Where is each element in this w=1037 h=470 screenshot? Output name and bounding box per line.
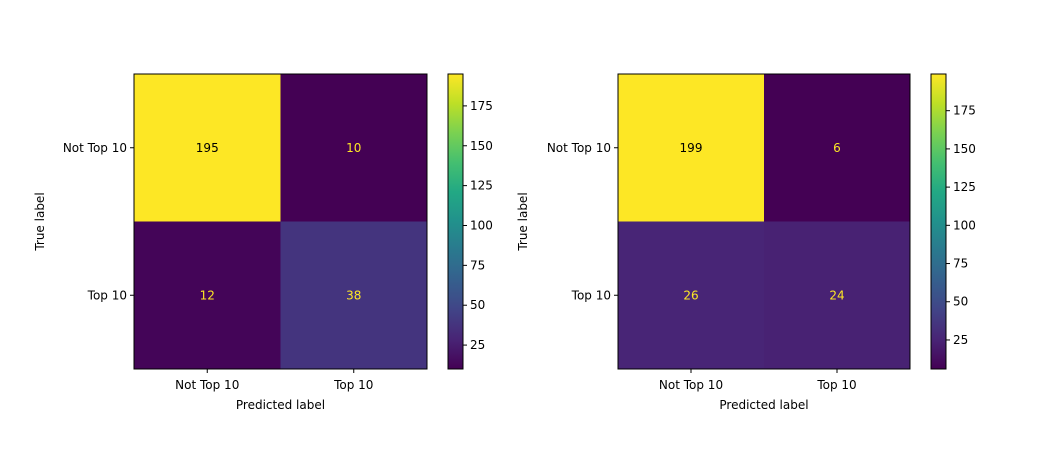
confusion-matrix-1: 195 10 12 38 Not Top 10 Top 10 Not Top 10 Top 1… xyxy=(33,73,493,412)
heatmap-cell-r1-c0 xyxy=(134,221,281,369)
cell-value-r1-c0: 26 xyxy=(683,288,698,302)
colorbar-tick-label: 75 xyxy=(470,258,485,272)
colorbar-tick-label: 175 xyxy=(470,99,493,113)
colorbar-tick-label: 75 xyxy=(953,257,968,271)
heatmap-cell-r1-c1 xyxy=(764,221,910,369)
cell-value-r1-c0: 12 xyxy=(200,288,215,302)
colorbar xyxy=(448,74,463,369)
colorbar-frame xyxy=(447,73,464,370)
heatmap-cell-r1-c0 xyxy=(618,221,764,369)
heatmap-cell-r0-c1 xyxy=(764,74,910,222)
y-tick-label: Top 10 xyxy=(87,288,127,302)
plot-frame xyxy=(617,73,911,370)
heatmap-cell-r0-c1 xyxy=(280,74,427,222)
colorbar-tick-label: 25 xyxy=(470,338,485,352)
colorbar-tick-label: 150 xyxy=(953,142,976,156)
y-tick-label: Not Top 10 xyxy=(547,141,611,155)
confusion-matrix-2: 199 6 26 24 Not Top 10 Top 10 Not Top 10 Top 10… xyxy=(516,73,976,412)
cell-value-r0-c0: 199 xyxy=(680,141,703,155)
colorbar-tick-label: 150 xyxy=(470,139,493,153)
heatmap-cell-r0-c0 xyxy=(618,74,764,222)
colorbar-tick-label: 25 xyxy=(953,333,968,347)
x-axis-label: Predicted label xyxy=(236,398,325,412)
colorbar-tick-label: 50 xyxy=(470,298,485,312)
colorbar-frame xyxy=(930,73,947,370)
y-tick-label: Not Top 10 xyxy=(63,141,127,155)
plot-frame xyxy=(133,73,428,370)
x-tick-label: Not Top 10 xyxy=(659,378,723,392)
cell-value-r0-c1: 6 xyxy=(833,141,841,155)
cell-value-r0-c0: 195 xyxy=(196,141,219,155)
colorbar-tick-label: 100 xyxy=(470,218,493,232)
y-axis-label: True label xyxy=(516,192,530,251)
heatmap-cell-r0-c0 xyxy=(134,74,281,222)
colorbar-tick-label: 125 xyxy=(470,179,493,193)
colorbar-tick-label: 50 xyxy=(953,295,968,309)
y-tick-label: Top 10 xyxy=(571,288,611,302)
cell-value-r1-c1: 38 xyxy=(346,288,361,302)
y-axis-label: True label xyxy=(33,192,47,251)
x-tick-label: Top 10 xyxy=(333,378,373,392)
cell-value-r1-c1: 24 xyxy=(829,288,844,302)
colorbar-tick-label: 125 xyxy=(953,180,976,194)
colorbar-tick-label: 175 xyxy=(953,104,976,118)
heatmap-cell-r1-c1 xyxy=(280,221,427,369)
x-tick-label: Top 10 xyxy=(816,378,856,392)
colorbar-tick-label: 100 xyxy=(953,218,976,232)
colorbar xyxy=(931,74,946,369)
x-tick-label: Not Top 10 xyxy=(175,378,239,392)
x-axis-label: Predicted label xyxy=(719,398,808,412)
cell-value-r0-c1: 10 xyxy=(346,141,361,155)
